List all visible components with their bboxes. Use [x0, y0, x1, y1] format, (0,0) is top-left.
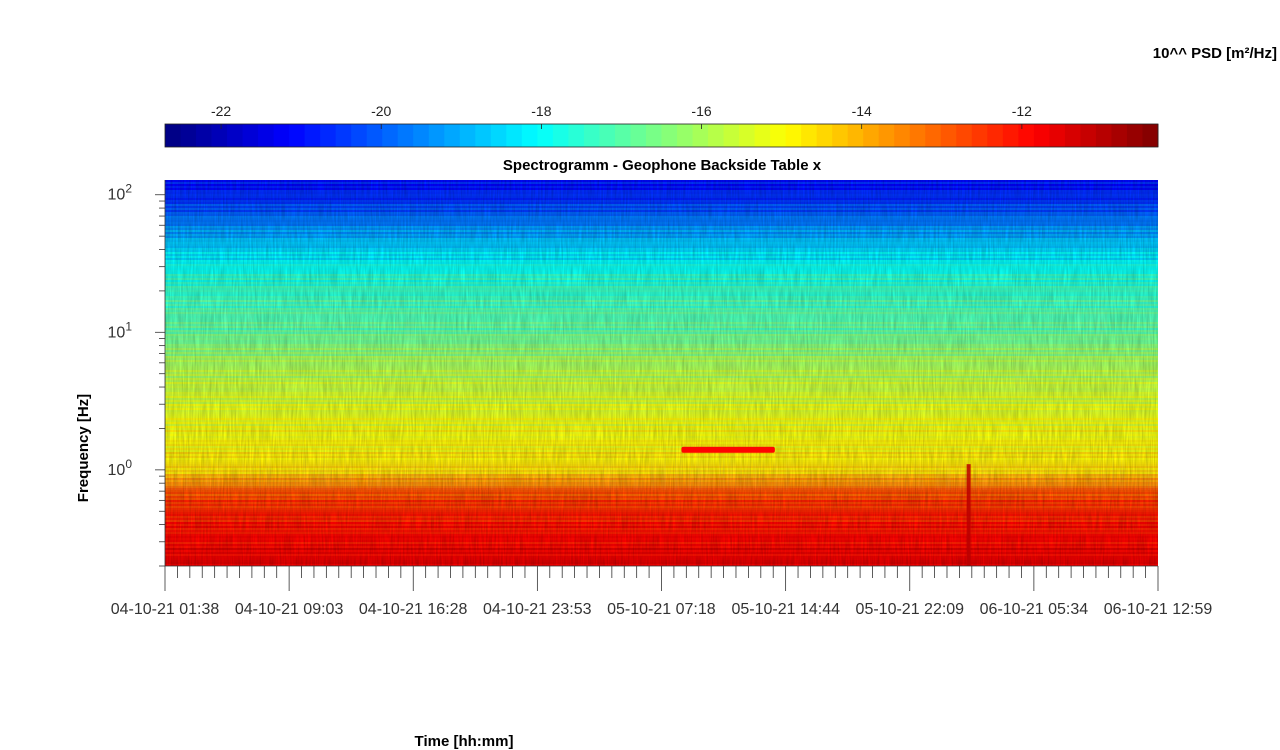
colorbar-cell	[506, 124, 523, 147]
x-tick-label: 04-10-21 16:28	[359, 601, 468, 618]
x-tick-label: 04-10-21 23:53	[483, 601, 592, 618]
colorbar-cell	[180, 124, 197, 147]
colorbar-cell	[894, 124, 911, 147]
horizontal-band-feature	[681, 446, 775, 453]
colorbar-cell	[1126, 124, 1143, 147]
colorbar-cell	[630, 124, 647, 147]
colorbar-cell	[475, 124, 492, 147]
x-tick-label: 06-10-21 12:59	[1104, 601, 1213, 618]
colorbar-cell	[382, 124, 399, 147]
colorbar-cell	[366, 124, 383, 147]
colorbar-cell	[335, 124, 352, 147]
colorbar-cell	[785, 124, 802, 147]
colorbar-cell	[552, 124, 569, 147]
colorbar-cell	[320, 124, 337, 147]
colorbar-cell	[289, 124, 306, 147]
colorbar-cell	[754, 124, 771, 147]
colorbar-cell	[583, 124, 600, 147]
y-tick-label: 102	[108, 182, 133, 204]
y-axis-label: Frequency [Hz]	[75, 394, 92, 502]
colorbar-cell	[770, 124, 787, 147]
colorbar-cell	[599, 124, 616, 147]
colorbar-cell	[1111, 124, 1128, 147]
colorbar-cell	[832, 124, 849, 147]
colorbar-tick-label: -16	[691, 103, 711, 119]
spectrogram-heatmap	[165, 180, 1158, 566]
colorbar-cell	[614, 124, 631, 147]
colorbar-cell	[537, 124, 554, 147]
y-tick-label: 101	[108, 319, 133, 341]
colorbar-cell	[863, 124, 880, 147]
colorbar-cell	[1018, 124, 1035, 147]
colorbar-cell	[444, 124, 461, 147]
x-axis: 04-10-21 01:38 04-10-21 09:03 04-10-21 16:…	[111, 565, 1213, 618]
x-tick-label: 04-10-21 01:38	[111, 601, 220, 618]
colorbar-cell	[1064, 124, 1081, 147]
colorbar-cell	[227, 124, 243, 147]
colorbar-cell	[211, 124, 228, 147]
colorbar-cell	[847, 124, 864, 147]
colorbar-label: 10^^ PSD [m²/Hz]	[1153, 45, 1277, 62]
colorbar-cell	[987, 124, 1004, 147]
colorbar-cell	[971, 124, 988, 147]
colorbar-cell	[816, 124, 833, 147]
colorbar-cell	[273, 124, 290, 147]
colorbar-cell	[1095, 124, 1112, 147]
colorbar-tick-label: -12	[1012, 103, 1032, 119]
y-axis: 100 101 102	[108, 180, 166, 567]
colorbar-cell	[242, 124, 259, 147]
colorbar-cell	[397, 124, 414, 147]
colorbar-cell	[661, 124, 678, 147]
colorbar-cell	[490, 124, 507, 147]
colorbar-cell	[459, 124, 476, 147]
colorbar-cell	[1033, 124, 1050, 147]
colorbar-tick-label: -20	[371, 103, 391, 119]
x-tick-label: 05-10-21 22:09	[856, 601, 965, 618]
x-tick-label: 05-10-21 14:44	[731, 601, 840, 618]
colorbar-cell	[1080, 124, 1097, 147]
colorbar-cell	[956, 124, 973, 147]
colorbar-cell	[428, 124, 445, 147]
colorbar-cell	[258, 124, 275, 147]
colorbar-cell	[304, 124, 321, 147]
colorbar-cell	[878, 124, 895, 147]
colorbar-cell	[909, 124, 926, 147]
colorbar-cell	[801, 124, 818, 147]
x-tick-label: 04-10-21 09:03	[235, 601, 344, 618]
colorbar-cell	[1142, 124, 1159, 147]
colorbar-cell	[692, 124, 709, 147]
colorbar-cell	[940, 124, 957, 147]
x-axis-label: Time [hh:mm]	[415, 733, 514, 750]
colorbar-cell	[196, 124, 212, 147]
colorbar-cell	[1002, 124, 1019, 147]
colorbar-cell	[568, 124, 585, 147]
colorbar-cell	[351, 124, 368, 147]
colorbar: -22 -20 -18 -16 -14 -12	[164, 103, 1159, 148]
chart-title: Spectrogramm - Geophone Backside Table x	[503, 157, 822, 174]
colorbar-cell	[677, 124, 693, 147]
colorbar-cell	[1049, 124, 1066, 147]
colorbar-cell	[165, 124, 181, 147]
y-tick-label: 100	[108, 457, 133, 479]
colorbar-cell	[521, 124, 538, 147]
colorbar-cell	[739, 124, 755, 147]
colorbar-tick-label: -18	[531, 103, 551, 119]
colorbar-tick-label: -22	[211, 103, 231, 119]
colorbar-cell	[645, 124, 662, 147]
colorbar-tick-label: -14	[852, 103, 872, 119]
colorbar-cell	[413, 124, 430, 147]
colorbar-cell	[723, 124, 740, 147]
vertical-band-feature	[966, 464, 971, 566]
x-tick-label: 06-10-21 05:34	[980, 601, 1089, 618]
colorbar-cell	[708, 124, 724, 147]
colorbar-cell	[925, 124, 942, 147]
x-tick-label: 05-10-21 07:18	[607, 601, 716, 618]
